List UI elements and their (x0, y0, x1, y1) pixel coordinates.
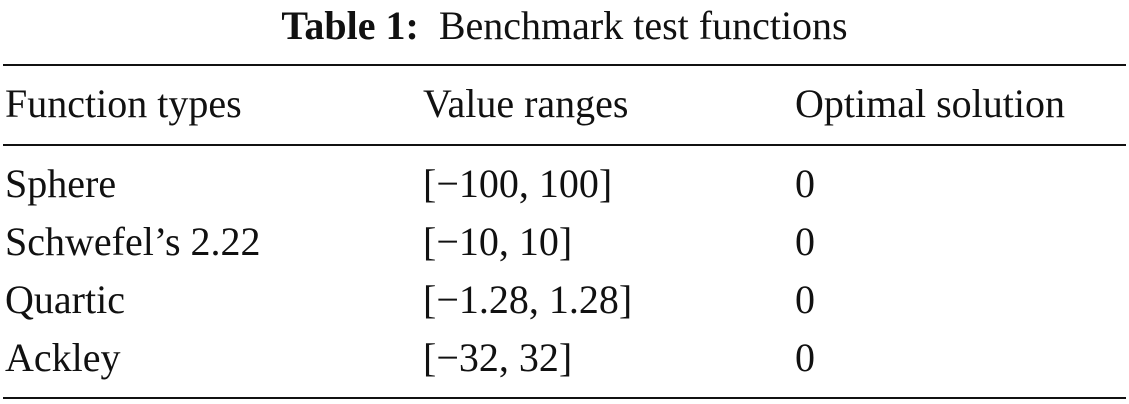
cell-function: Schwefel’s 2.22 (5, 219, 261, 264)
cell-function: Ackley (5, 335, 121, 380)
cell-range: [−100, 100] (423, 161, 613, 206)
top-rule (3, 64, 1126, 66)
cell-range: [−1.28, 1.28] (423, 277, 633, 322)
table-label: Table 1: (281, 3, 419, 48)
table-title: Benchmark test functions (438, 3, 848, 48)
cell-optimal: 0 (795, 219, 815, 264)
cell-optimal: 0 (795, 161, 815, 206)
cell-optimal: 0 (795, 335, 815, 380)
header-rule (3, 144, 1126, 146)
bottom-rule (3, 397, 1126, 399)
cell-optimal: 0 (795, 277, 815, 322)
header-value-ranges: Value ranges (423, 81, 629, 126)
cell-function: Quartic (5, 277, 125, 322)
table-caption: Table 1: Benchmark test functions (0, 2, 1129, 50)
cell-range: [−32, 32] (423, 335, 573, 380)
header-function-types: Function types (5, 81, 242, 126)
header-optimal-solution: Optimal solution (795, 81, 1065, 126)
cell-function: Sphere (5, 161, 117, 206)
cell-range: [−10, 10] (423, 219, 573, 264)
